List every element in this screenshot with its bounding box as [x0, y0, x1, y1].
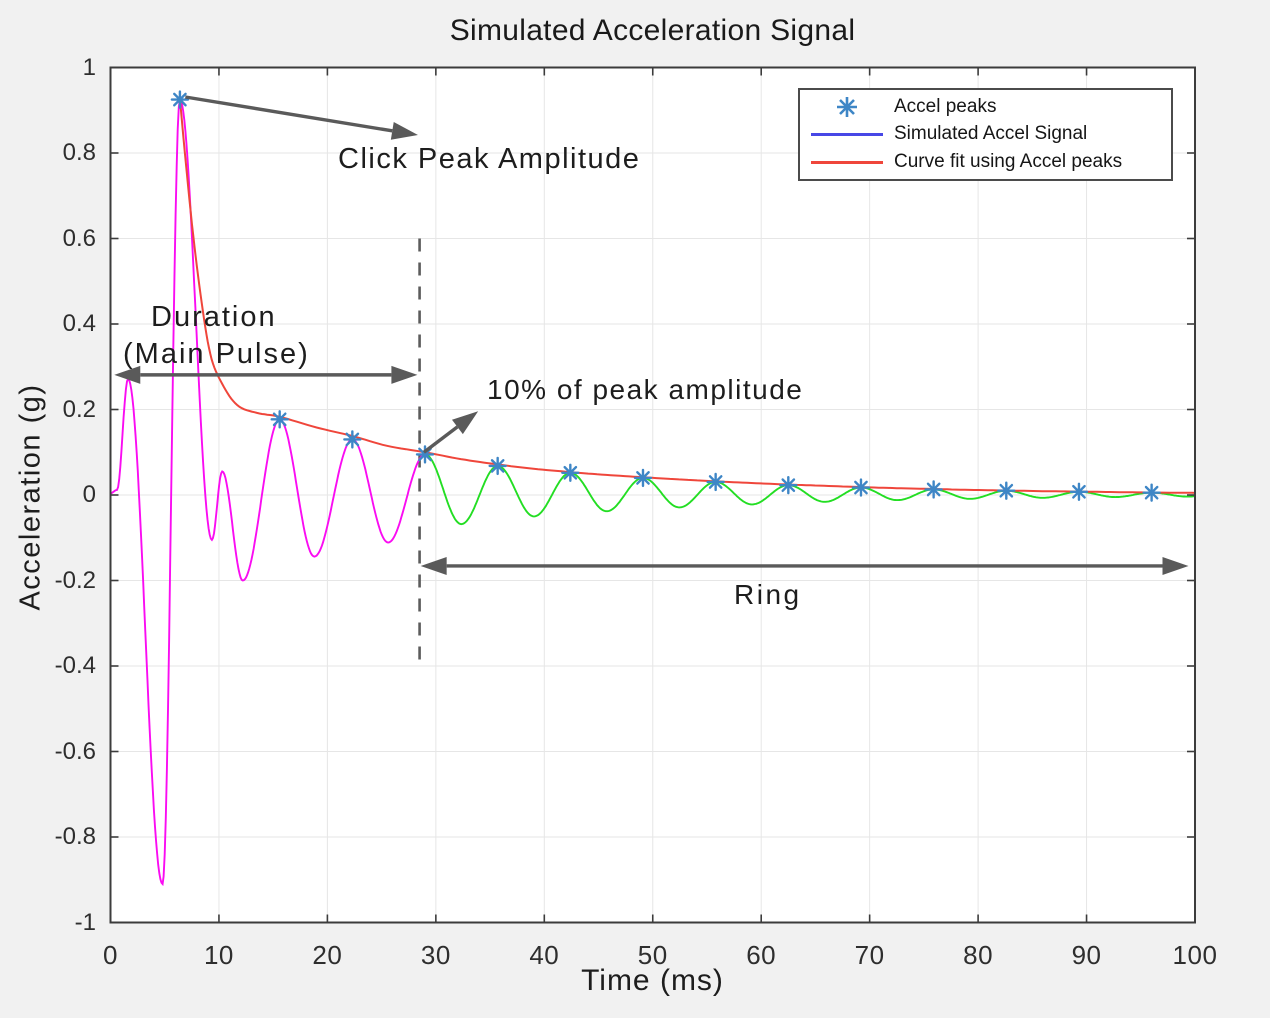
- accel-peak-marker: [781, 478, 796, 493]
- accel-peak-marker: [1072, 484, 1086, 499]
- accel-peak-marker: [490, 459, 505, 473]
- x-tick-label: 30: [420, 940, 451, 970]
- y-tick-label: 0.2: [62, 395, 96, 423]
- accel-peak-marker: [272, 412, 287, 427]
- accel-peak-marker: [345, 432, 360, 447]
- y-tick-label: -0.6: [54, 737, 96, 765]
- annotation-duration-line2: (Main Pulse): [123, 338, 310, 370]
- x-tick-label: 0: [103, 940, 118, 970]
- y-tick-label: -1: [74, 908, 96, 936]
- annotation-ring: Ring: [734, 579, 802, 610]
- legend-label-accel-peaks: Accel peaks: [894, 95, 997, 117]
- x-tick-label: 10: [203, 940, 234, 970]
- accel-peak-marker: [173, 92, 187, 107]
- accel-peak-marker: [563, 465, 578, 480]
- y-tick-label: 0.4: [62, 310, 96, 337]
- y-tick-label: 1: [82, 53, 96, 81]
- legend-row-curve-fit: Curve fit using Accel peaks: [800, 149, 1171, 176]
- axis-ticks: [109, 66, 1196, 924]
- ten-percent-arrow: [422, 411, 479, 454]
- accel-peak-marker: [854, 480, 868, 495]
- legend-label-curve-fit: Curve fit using Accel peaks: [894, 151, 1123, 173]
- curve-fit-path: [178, 99, 1196, 494]
- annotation-ten-percent: 10% of peak amplitude: [487, 374, 804, 405]
- x-tick-label: 90: [1071, 940, 1102, 970]
- accel-peak-marker: [708, 475, 723, 489]
- y-tick-label: -0.4: [54, 652, 96, 679]
- red-line-swatch: [808, 160, 886, 164]
- x-tick-label: 80: [963, 940, 994, 970]
- signal-ring-path: [424, 453, 1195, 526]
- accel-peak-marker: [926, 482, 941, 497]
- y-tick-label: -0.8: [54, 823, 96, 850]
- accel-peak-markers: [170, 90, 1161, 502]
- y-tick-label: 0.6: [62, 224, 96, 252]
- y-tick-label: -0.2: [54, 566, 96, 594]
- click-peak-arrow: [185, 95, 418, 140]
- legend-row-accel-peaks: Accel peaks: [800, 93, 1171, 120]
- accel-peak-marker: [999, 483, 1014, 498]
- ring-arrow: [420, 556, 1189, 575]
- x-tick-label: 70: [854, 940, 885, 970]
- blue-line-swatch: [808, 132, 886, 136]
- x-axis-label: Time (ms): [581, 964, 724, 997]
- legend-label-sim-signal: Simulated Accel Signal: [894, 123, 1088, 145]
- y-tick-label: 0.8: [62, 139, 96, 166]
- signal-main-pulse-path: [110, 97, 426, 887]
- x-tick-label: 40: [529, 940, 560, 970]
- x-tick-label: 20: [312, 940, 343, 970]
- accel-peak-marker: [1144, 485, 1159, 500]
- plot-title: Simulated Acceleration Signal: [449, 14, 856, 47]
- annotation-duration-line1: Duration: [151, 301, 277, 333]
- legend-row-sim-signal: Simulated Accel Signal: [800, 121, 1171, 148]
- legend-box: Accel peaks Simulated Accel Signal Curve…: [798, 88, 1173, 181]
- x-tick-label: 50: [637, 940, 668, 970]
- y-tick-label: 0: [82, 481, 96, 508]
- x-tick-label: 100: [1172, 940, 1218, 970]
- duration-arrow: [114, 365, 418, 384]
- accel-peak-marker: [636, 471, 650, 485]
- annotation-click-peak-amplitude: Click Peak Amplitude: [338, 143, 641, 175]
- asterisk-marker-icon: [808, 94, 886, 120]
- x-tick-label: 60: [746, 940, 777, 970]
